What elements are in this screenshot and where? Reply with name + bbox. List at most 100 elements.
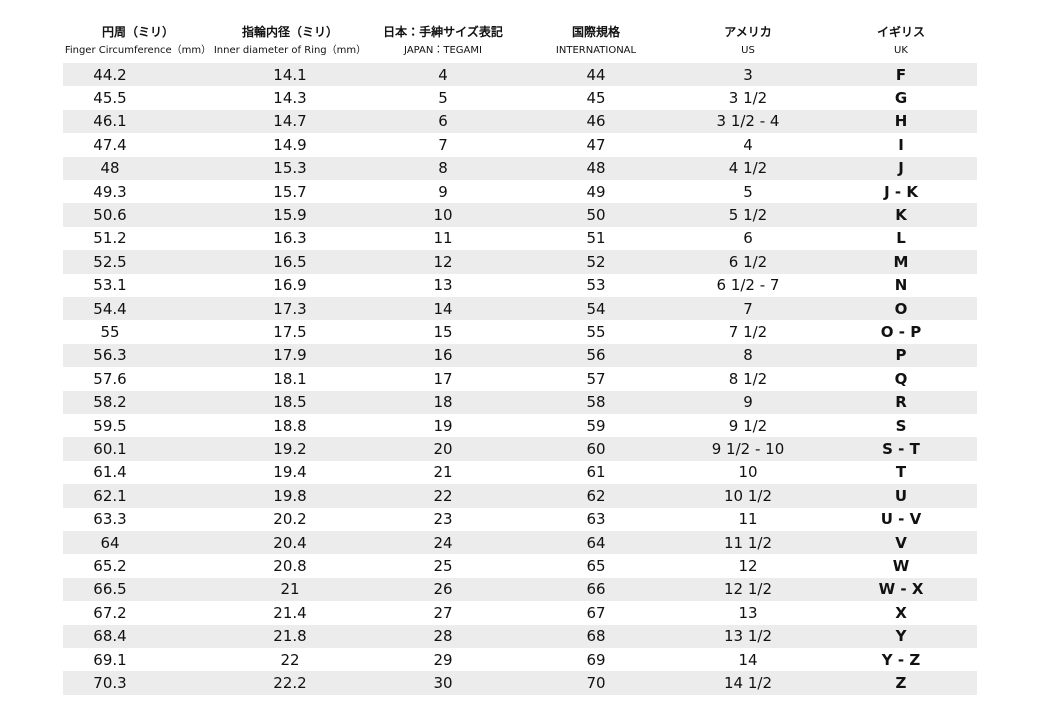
table-cell: 47.4	[93, 135, 127, 154]
table-cell: 28	[433, 627, 453, 646]
table-cell: 22	[280, 650, 300, 669]
table-cell: 9 1/2	[728, 416, 768, 435]
table-cell: 48	[100, 159, 120, 178]
column-header: アメリカ	[724, 25, 772, 39]
table-cell: 55	[586, 322, 606, 341]
table-cell: 70.3	[93, 673, 127, 692]
table-cell: 19	[433, 416, 453, 435]
table-cell: 15.7	[273, 182, 307, 201]
table-cell: W - X	[878, 580, 924, 599]
column-subheader: INTERNATIONAL	[555, 45, 637, 56]
table-cell: 3 1/2 - 4	[716, 112, 780, 131]
table-cell: 7	[743, 299, 753, 318]
table-cell: O	[894, 299, 908, 318]
table-row	[63, 86, 977, 109]
table-cell: 54.4	[93, 299, 127, 318]
table-cell: 69.1	[93, 650, 127, 669]
table-cell: 50.6	[93, 205, 127, 224]
table-cell: 15.3	[273, 159, 307, 178]
table-cell: 16	[433, 346, 453, 365]
table-cell: V	[895, 533, 907, 552]
table-cell: 60.1	[93, 439, 127, 458]
table-cell: 4	[438, 65, 448, 84]
table-cell: M	[893, 252, 909, 271]
table-cell: 55	[100, 322, 120, 341]
table-cell: 20.4	[273, 533, 307, 552]
table-cell: J	[898, 159, 904, 178]
table-cell: 13	[433, 276, 453, 295]
table-cell: 66	[586, 580, 606, 599]
table-cell: 22	[433, 486, 453, 505]
table-cell: G	[894, 88, 908, 107]
table-cell: 61	[586, 463, 606, 482]
table-cell: J - K	[884, 182, 918, 201]
table-cell: P	[895, 346, 907, 365]
table-cell: L	[896, 229, 906, 248]
table-cell: 50	[586, 205, 606, 224]
table-cell: 56.3	[93, 346, 127, 365]
table-row	[63, 414, 977, 437]
table-cell: Z	[895, 673, 907, 692]
table-cell: 11	[433, 229, 453, 248]
column-header: イギリス	[876, 25, 926, 39]
table-cell: 6	[743, 229, 753, 248]
table-cell: 17.3	[273, 299, 307, 318]
table-cell: 10	[738, 463, 758, 482]
table-cell: 60	[586, 439, 606, 458]
table-cell: 18.1	[273, 369, 307, 388]
table-cell: 7	[438, 135, 448, 154]
table-cell: 64	[586, 533, 606, 552]
table-cell: 11 1/2	[724, 533, 772, 552]
table-cell: 5	[438, 88, 448, 107]
table-cell: 65.2	[93, 556, 127, 575]
table-cell: 56	[586, 346, 606, 365]
table-cell: U - V	[880, 510, 922, 529]
table-cell: 68.4	[93, 627, 127, 646]
table-row	[63, 63, 977, 87]
column-header: 国際規格	[571, 25, 621, 39]
table-cell: 48	[586, 159, 606, 178]
table-cell: Y - Z	[881, 650, 921, 669]
table-cell: 52	[586, 252, 606, 271]
table-cell: 5	[743, 182, 753, 201]
table-cell: X	[895, 603, 907, 622]
table-cell: 62.1	[93, 486, 127, 505]
table-cell: 26	[433, 580, 453, 599]
column-header: 円周（ミリ）	[101, 25, 175, 39]
table-cell: 21	[280, 580, 300, 599]
table-cell: 21.8	[273, 627, 307, 646]
table-cell: 59.5	[93, 416, 127, 435]
table-cell: 17	[433, 369, 453, 388]
table-cell: 10 1/2	[724, 486, 772, 505]
table-row	[63, 624, 977, 648]
table-cell: 18	[433, 393, 453, 412]
table-cell: 59	[586, 416, 606, 435]
table-cell: O - P	[880, 322, 922, 341]
table-cell: 4	[743, 135, 753, 154]
table-cell: 23	[433, 510, 453, 529]
column-subheader: Finger Circumference（mm）	[64, 45, 212, 56]
table-cell: S	[895, 416, 907, 435]
column-subheader: US	[741, 45, 755, 56]
table-cell: 5 1/2	[728, 205, 768, 224]
column-subheader: UK	[894, 45, 908, 56]
table-cell: 27	[433, 603, 453, 622]
table-cell: 8 1/2	[728, 369, 768, 388]
table-cell: 18.5	[273, 393, 307, 412]
table-cell: 21.4	[273, 603, 307, 622]
table-row	[63, 367, 977, 390]
table-cell: N	[894, 276, 908, 295]
table-row	[63, 297, 977, 321]
table-cell: 53.1	[93, 276, 127, 295]
table-cell: 65	[586, 556, 606, 575]
table-cell: 14.3	[273, 88, 307, 107]
table-cell: Q	[894, 369, 908, 388]
table-cell: 6 1/2	[728, 252, 768, 271]
table-cell: 17.9	[273, 346, 307, 365]
table-cell: 16.5	[273, 252, 307, 271]
table-cell: 30	[433, 673, 453, 692]
table-row	[63, 531, 977, 555]
table-cell: 63	[586, 510, 606, 529]
table-cell: 57.6	[93, 369, 127, 388]
table-cell: 14.9	[273, 135, 307, 154]
